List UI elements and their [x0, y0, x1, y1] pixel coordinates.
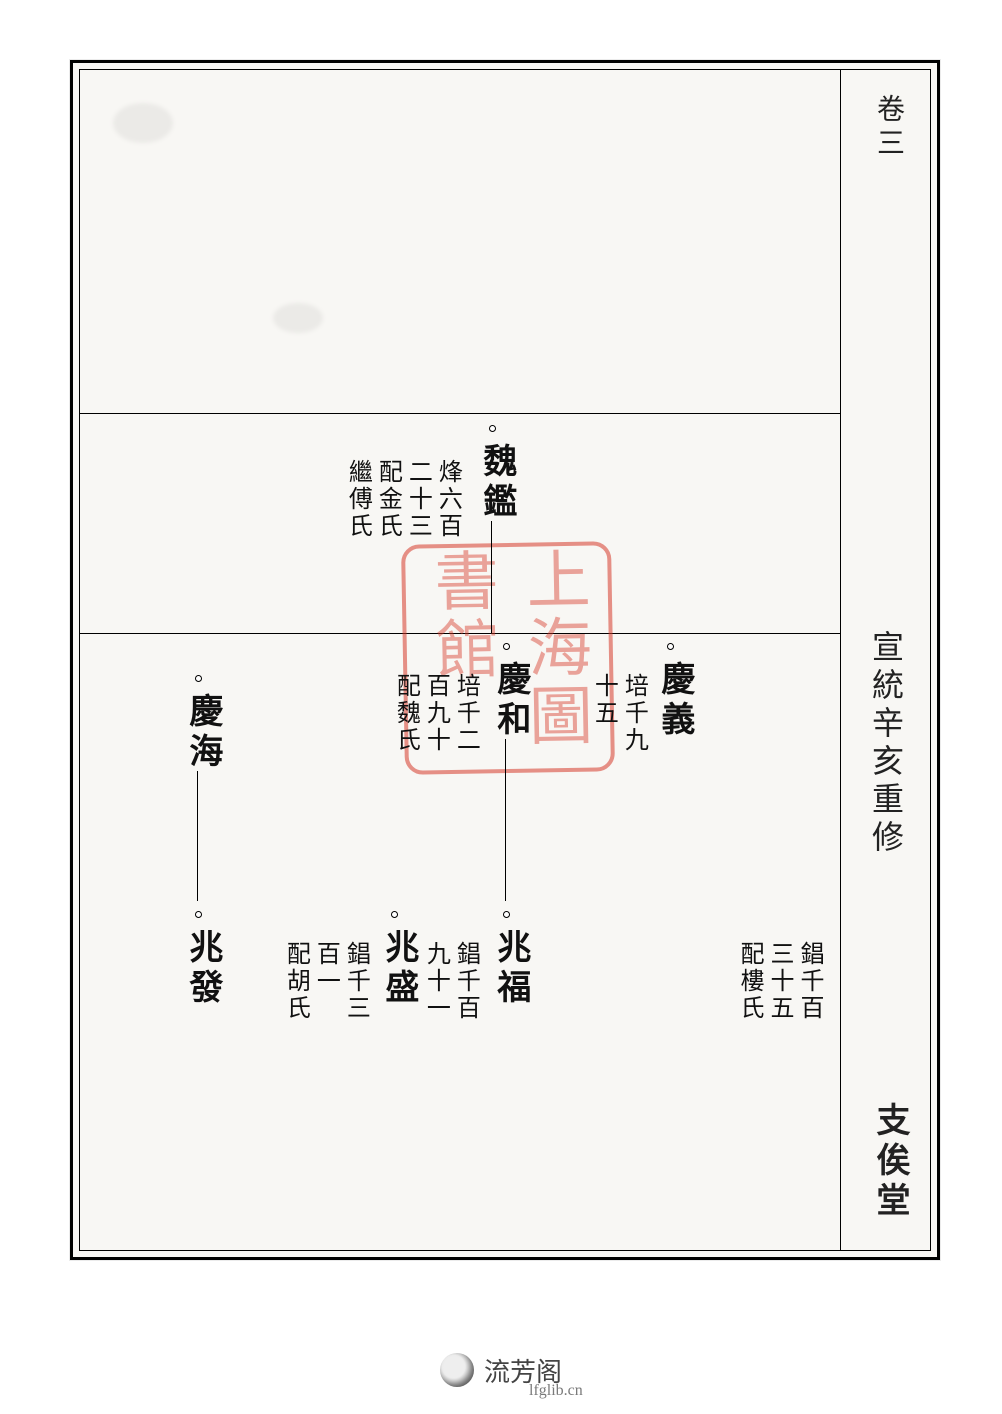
- hall-mark: 支俟堂: [872, 1102, 906, 1222]
- note: 百一: [309, 941, 341, 995]
- person-qinghe: 慶和: [487, 661, 533, 741]
- note: 配胡氏: [279, 941, 311, 1022]
- scan-artifact: [273, 303, 323, 333]
- note: 配金氏: [371, 459, 403, 540]
- rule-lower: [80, 633, 840, 634]
- connector: [505, 739, 506, 901]
- person-qingyi: 慶義: [651, 661, 697, 741]
- running-head-column: 卷三 宣統辛亥重修 支俟堂: [840, 70, 930, 1250]
- note: 九十一: [419, 941, 451, 1022]
- node-dot: [667, 643, 674, 650]
- page-frame: 卷三 宣統辛亥重修 支俟堂 上海圖書館 魏鑑 烽六百 二十三 配金氏 繼傅氏 慶…: [70, 60, 940, 1260]
- note: 十五: [587, 673, 619, 727]
- person-weijian: 魏鑑: [473, 443, 519, 523]
- note: 錩千百: [793, 941, 825, 1022]
- volume-number: 卷三: [874, 94, 902, 162]
- node-dot: [195, 675, 202, 682]
- note: 培千九: [617, 673, 649, 754]
- note: 配樓氏: [733, 941, 765, 1022]
- node-dot: [489, 425, 496, 432]
- note: 繼傅氏: [341, 459, 373, 540]
- site-watermark: 流芳阁 lfglib.cn: [0, 1342, 1002, 1398]
- node-dot: [503, 643, 510, 650]
- site-url: lfglib.cn: [529, 1382, 583, 1400]
- note: 百九十: [419, 673, 451, 754]
- scan-artifact: [113, 103, 173, 143]
- person-qinghai: 慶海: [179, 693, 225, 773]
- node-dot: [195, 911, 202, 918]
- note: 培千二: [449, 673, 481, 754]
- inner-border: [79, 69, 931, 1251]
- connector: [197, 771, 198, 901]
- note: 錩千百: [449, 941, 481, 1022]
- note: 三十五: [763, 941, 795, 1022]
- rule-upper: [80, 413, 840, 414]
- note: 烽六百: [431, 459, 463, 540]
- person-zhaofu: 兆福: [487, 929, 533, 1009]
- note: 二十三: [401, 459, 433, 540]
- person-zhaofa: 兆發: [179, 929, 225, 1009]
- note: 錩千三: [339, 941, 371, 1022]
- note: 配魏氏: [389, 673, 421, 754]
- edition-line: 宣統辛亥重修: [870, 630, 902, 858]
- connector: [491, 521, 492, 633]
- node-dot: [503, 911, 510, 918]
- node-dot: [391, 911, 398, 918]
- person-zhaosheng: 兆盛: [375, 929, 421, 1009]
- site-logo-icon: [440, 1353, 474, 1387]
